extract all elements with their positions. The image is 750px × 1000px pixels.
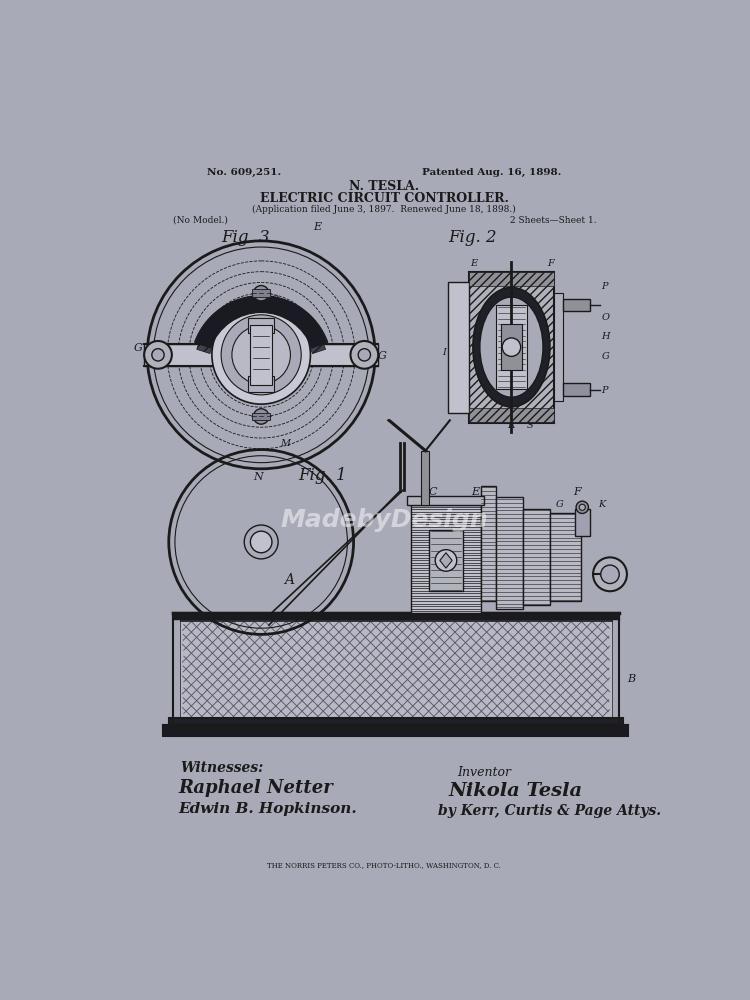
Text: O: O — [271, 295, 278, 304]
Text: Fig. 2: Fig. 2 — [448, 229, 497, 246]
Bar — [180, 619, 611, 719]
Bar — [411, 505, 481, 613]
Ellipse shape — [480, 297, 543, 397]
Text: Witnesses:: Witnesses: — [180, 761, 263, 775]
Text: Inventor: Inventor — [458, 766, 512, 779]
Bar — [523, 509, 550, 605]
Text: P: P — [271, 308, 277, 317]
Text: A: A — [284, 573, 294, 587]
Circle shape — [152, 349, 164, 361]
Text: Fig. 3: Fig. 3 — [221, 229, 270, 246]
Text: C: C — [428, 487, 436, 497]
Text: N: N — [254, 472, 263, 482]
Bar — [180, 619, 611, 621]
Bar — [469, 272, 554, 286]
Wedge shape — [196, 302, 326, 354]
Text: M: M — [280, 439, 290, 448]
Bar — [422, 451, 429, 505]
Circle shape — [251, 531, 272, 553]
Bar — [496, 305, 526, 389]
Bar — [251, 325, 272, 385]
Bar — [469, 272, 554, 423]
Text: B: B — [627, 674, 635, 684]
Text: F: F — [548, 259, 554, 268]
Text: F: F — [573, 487, 580, 497]
Text: L: L — [504, 356, 510, 365]
Bar — [429, 530, 463, 591]
Bar — [501, 324, 522, 370]
Text: 2 Sheets—Sheet 1.: 2 Sheets—Sheet 1. — [509, 216, 596, 225]
Bar — [407, 496, 485, 505]
Text: P: P — [602, 282, 608, 291]
Circle shape — [435, 550, 457, 571]
Text: ELECTRIC CIRCUIT CONTROLLER.: ELECTRIC CIRCUIT CONTROLLER. — [260, 192, 509, 205]
Bar — [164, 725, 628, 736]
Text: (Application filed June 3, 1897.  Renewed June 18, 1898.): (Application filed June 3, 1897. Renewed… — [253, 205, 516, 214]
Text: P: P — [265, 390, 272, 399]
Text: E: E — [472, 487, 479, 497]
Circle shape — [232, 326, 290, 384]
Bar — [554, 293, 563, 401]
Bar — [563, 299, 590, 311]
Circle shape — [212, 306, 310, 404]
Text: N. TESLA.: N. TESLA. — [350, 180, 419, 193]
Text: D: D — [448, 497, 458, 507]
Circle shape — [593, 557, 627, 591]
Bar — [252, 413, 271, 420]
Bar — [550, 513, 580, 601]
Bar — [469, 408, 554, 422]
Bar — [144, 344, 378, 366]
Bar — [172, 613, 620, 619]
Bar — [252, 289, 271, 297]
Text: by Kerr, Curtis & Page Attys.: by Kerr, Curtis & Page Attys. — [438, 804, 662, 818]
Text: G: G — [602, 352, 609, 361]
Text: P: P — [602, 386, 608, 395]
Wedge shape — [194, 296, 328, 348]
Text: THE NORRIS PETERS CO., PHOTO-LITHO., WASHINGTON, D. C.: THE NORRIS PETERS CO., PHOTO-LITHO., WAS… — [268, 861, 501, 869]
Text: E: E — [470, 259, 478, 268]
Text: MadebyDesign: MadebyDesign — [280, 508, 488, 532]
Text: E: E — [314, 222, 322, 232]
Text: K: K — [598, 500, 605, 509]
Circle shape — [579, 504, 585, 510]
Bar — [563, 383, 590, 396]
Text: S: S — [526, 421, 533, 430]
Circle shape — [601, 565, 619, 584]
Ellipse shape — [473, 287, 550, 407]
Text: (No Model.): (No Model.) — [172, 216, 227, 225]
Text: Nikola Tesla: Nikola Tesla — [448, 782, 583, 800]
Circle shape — [254, 409, 268, 424]
Text: G: G — [378, 351, 387, 361]
Text: Raphael Netter: Raphael Netter — [178, 779, 334, 797]
Bar — [169, 718, 623, 725]
Text: I: I — [442, 348, 446, 357]
Bar — [496, 497, 523, 609]
Bar — [481, 486, 496, 601]
Bar — [574, 509, 590, 536]
Circle shape — [221, 315, 302, 395]
Text: No. 609,251.: No. 609,251. — [207, 168, 281, 177]
Text: Fig. 1: Fig. 1 — [298, 467, 347, 484]
Circle shape — [254, 286, 268, 301]
Circle shape — [358, 349, 370, 361]
Text: H: H — [223, 351, 232, 361]
Text: O: O — [602, 313, 610, 322]
Circle shape — [576, 501, 589, 513]
Polygon shape — [440, 553, 452, 568]
Text: G: G — [556, 500, 564, 509]
Circle shape — [503, 338, 520, 356]
Circle shape — [144, 341, 172, 369]
Bar — [448, 282, 469, 413]
Text: Patented Aug. 16, 1898.: Patented Aug. 16, 1898. — [422, 168, 562, 177]
Bar — [248, 318, 274, 333]
Bar — [248, 376, 274, 392]
Text: H: H — [602, 332, 610, 341]
Circle shape — [350, 341, 378, 369]
Text: G: G — [134, 343, 143, 353]
Text: Edwin B. Hopkinson.: Edwin B. Hopkinson. — [178, 802, 358, 816]
Text: R: R — [508, 421, 515, 430]
